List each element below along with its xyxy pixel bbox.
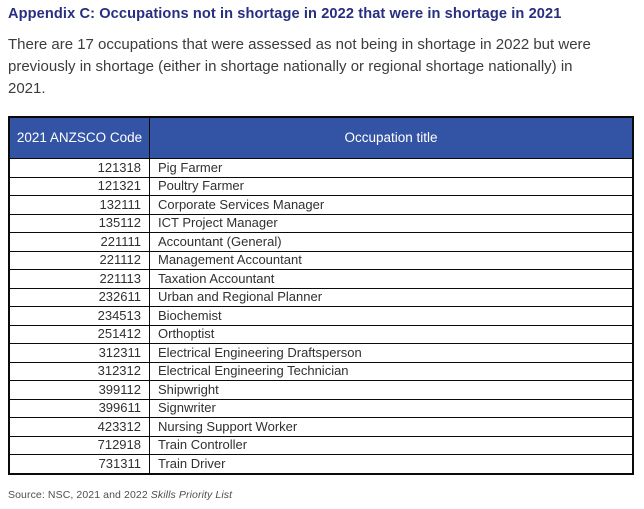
table-header: 2021 ANZSCO Code Occupation title: [8, 116, 634, 159]
anzsco-code-cell: 221113: [8, 269, 150, 289]
page-title: Appendix C: Occupations not in shortage …: [8, 6, 562, 22]
intro-paragraph: There are 17 occupations that were asses…: [8, 36, 591, 97]
occupation-title-cell: Biochemist: [149, 306, 634, 326]
column-header-anzsco-code: 2021 ANZSCO Code: [8, 116, 150, 159]
anzsco-code-cell: 712918: [8, 435, 150, 455]
occupation-title-cell: Corporate Services Manager: [149, 195, 634, 215]
occupation-title-cell: ICT Project Manager: [149, 213, 634, 233]
table-row: 312311 Electrical Engineering Draftsperso…: [8, 343, 634, 363]
occupation-title-cell: Nursing Support Worker: [149, 417, 634, 437]
anzsco-code-cell: 221112: [8, 250, 150, 270]
occupation-title-cell: Orthoptist: [149, 324, 634, 344]
table-row: 221113 Taxation Accountant: [8, 269, 634, 289]
occupation-title-cell: Shipwright: [149, 380, 634, 400]
occupation-title-cell: Accountant (General): [149, 232, 634, 252]
table-row: 121318 Pig Farmer: [8, 158, 634, 178]
occupation-title-cell: Train Controller: [149, 435, 634, 455]
column-header-occupation-title: Occupation title: [149, 116, 634, 159]
table-row: 731311 Train Driver: [8, 454, 634, 474]
occupations-table: 2021 ANZSCO Code Occupation title 121318…: [8, 116, 634, 475]
source-note: Source: NSC, 2021 and 2022 Skills Priori…: [8, 489, 636, 501]
table-row: 399611 Signwriter: [8, 398, 634, 418]
anzsco-code-cell: 232611: [8, 287, 150, 307]
anzsco-code-cell: 234513: [8, 306, 150, 326]
source-text: Source: NSC, 2021 and 2022: [8, 488, 151, 501]
table-row: 251412 Orthoptist: [8, 324, 634, 344]
occupation-title-cell: Train Driver: [149, 454, 634, 474]
anzsco-code-cell: 399112: [8, 380, 150, 400]
anzsco-code-cell: 221111: [8, 232, 150, 252]
table-row: 121321 Poultry Farmer: [8, 176, 634, 196]
occupation-title-cell: Electrical Engineering Technician: [149, 361, 634, 381]
occupation-title-cell: Electrical Engineering Draftsperson: [149, 343, 634, 363]
table-row: 232611 Urban and Regional Planner: [8, 287, 634, 307]
table-row: 712918 Train Controller: [8, 435, 634, 455]
source-italic-title: Skills Priority List: [150, 488, 233, 501]
anzsco-code-cell: 731311: [8, 454, 150, 474]
anzsco-code-cell: 121318: [8, 158, 150, 178]
occupation-title-cell: Signwriter: [149, 398, 634, 418]
occupation-title-cell: Taxation Accountant: [149, 269, 634, 289]
table-row: 399112 Shipwright: [8, 380, 634, 400]
anzsco-code-cell: 312312: [8, 361, 150, 381]
occupation-title-cell: Pig Farmer: [149, 158, 634, 178]
occupation-title-cell: Urban and Regional Planner: [149, 287, 634, 307]
table-row: 234513 Biochemist: [8, 306, 634, 326]
table-row: 221111 Accountant (General): [8, 232, 634, 252]
anzsco-code-cell: 423312: [8, 417, 150, 437]
anzsco-code-cell: 135112: [8, 213, 150, 233]
occupation-title-cell: Poultry Farmer: [149, 176, 634, 196]
anzsco-code-cell: 399611: [8, 398, 150, 418]
table-row: 423312 Nursing Support Worker: [8, 417, 634, 437]
table-row: 221112 Management Accountant: [8, 250, 634, 270]
anzsco-code-cell: 251412: [8, 324, 150, 344]
table-row: 312312 Electrical Engineering Technician: [8, 361, 634, 381]
table-row: 132111 Corporate Services Manager: [8, 195, 634, 215]
table-body: 121318 Pig Farmer 121321 Poultry Farmer 1321…: [8, 158, 634, 474]
table-header-row: 2021 ANZSCO Code Occupation title: [8, 116, 634, 159]
anzsco-code-cell: 312311: [8, 343, 150, 363]
occupation-title-cell: Management Accountant: [149, 250, 634, 270]
anzsco-code-cell: 132111: [8, 195, 150, 215]
anzsco-code-cell: 121321: [8, 176, 150, 196]
table-row: 135112 ICT Project Manager: [8, 213, 634, 233]
